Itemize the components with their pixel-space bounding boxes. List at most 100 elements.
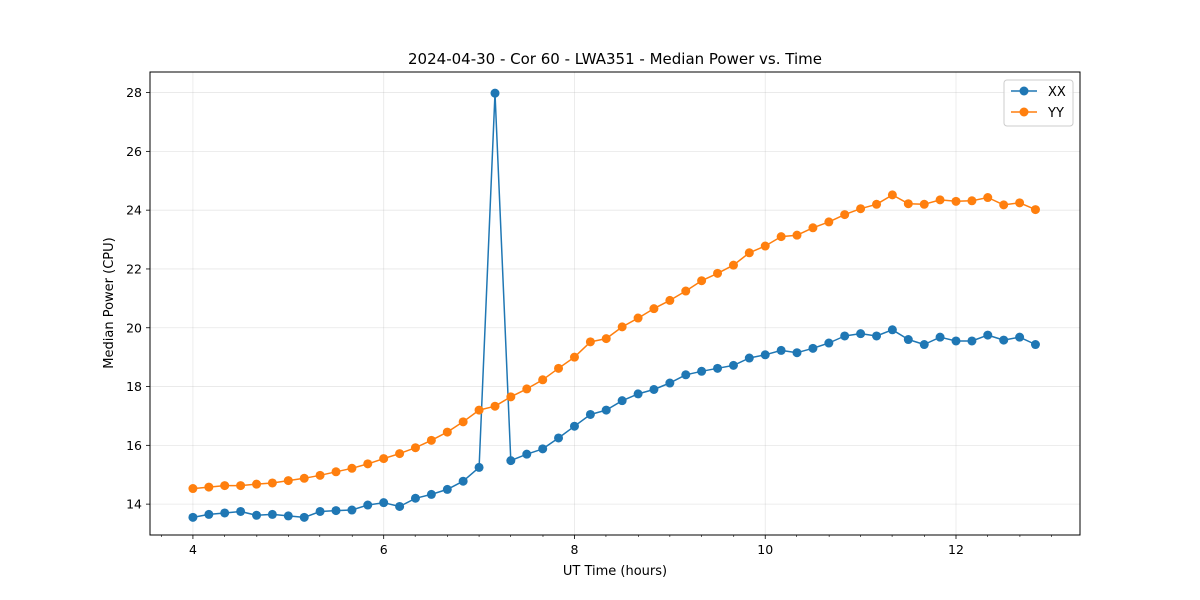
- series-xx: [188, 88, 1040, 522]
- data-point-yy: [490, 401, 500, 411]
- data-point-xx: [919, 340, 929, 350]
- data-point-xx: [267, 509, 277, 519]
- grid-lines: [150, 72, 1080, 535]
- data-point-yy: [617, 322, 627, 332]
- data-point-xx: [522, 449, 532, 459]
- data-point-xx: [713, 363, 723, 373]
- plot-frame: [149, 71, 1081, 536]
- data-point-yy: [220, 481, 230, 491]
- y-tick-label: 14: [126, 497, 142, 512]
- data-point-yy: [315, 470, 325, 480]
- data-point-xx: [490, 88, 500, 98]
- data-point-xx: [967, 336, 977, 346]
- data-point-yy: [601, 334, 611, 344]
- series-yy: [188, 190, 1040, 494]
- y-tick-label: 22: [126, 261, 142, 276]
- data-point-xx: [935, 332, 945, 342]
- data-point-yy: [999, 200, 1009, 210]
- data-point-xx: [410, 493, 420, 503]
- legend-label-xx: XX: [1048, 85, 1066, 100]
- data-point-xx: [315, 506, 325, 516]
- data-point-xx: [633, 389, 643, 399]
- data-point-xx: [283, 511, 293, 521]
- data-point-yy: [887, 190, 897, 200]
- data-point-yy: [951, 196, 961, 206]
- data-point-yy: [410, 443, 420, 453]
- data-point-yy: [760, 241, 770, 251]
- legend-marker-xx: [1019, 86, 1029, 96]
- data-point-yy: [697, 276, 707, 286]
- data-point-xx: [474, 462, 484, 472]
- data-point-xx: [236, 506, 246, 516]
- data-point-yy: [442, 427, 452, 437]
- data-point-xx: [379, 498, 389, 508]
- data-point-xx: [458, 476, 468, 486]
- data-point-yy: [649, 304, 659, 314]
- data-point-yy: [856, 204, 866, 214]
- x-tick-label: 4: [189, 542, 197, 557]
- data-point-xx: [252, 510, 262, 520]
- data-point-xx: [331, 506, 341, 516]
- data-point-xx: [951, 336, 961, 346]
- y-tick-label: 18: [126, 379, 142, 394]
- data-point-xx: [220, 508, 230, 518]
- data-point-yy: [744, 248, 754, 258]
- data-point-yy: [538, 375, 548, 385]
- data-point-xx: [728, 360, 738, 370]
- data-point-xx: [792, 348, 802, 358]
- y-axis-title: Median Power (CPU): [102, 237, 117, 368]
- data-point-yy: [188, 484, 198, 494]
- data-point-xx: [204, 509, 214, 519]
- y-tick-label: 24: [126, 203, 142, 218]
- data-point-yy: [681, 286, 691, 296]
- data-point-xx: [744, 353, 754, 363]
- x-axis-title: UT Time (hours): [563, 564, 667, 579]
- data-point-yy: [283, 476, 293, 486]
- data-point-xx: [347, 505, 357, 515]
- y-tick-label: 28: [126, 85, 142, 100]
- data-point-yy: [935, 195, 945, 205]
- data-point-yy: [252, 479, 262, 489]
- data-point-xx: [872, 331, 882, 341]
- data-point-xx: [426, 489, 436, 499]
- data-point-yy: [554, 363, 564, 373]
- x-tick-label: 10: [757, 542, 773, 557]
- data-point-yy: [808, 223, 818, 233]
- axis-ticks: 4 6 8 10 12 14 16 18 20 22 24 26 28: [126, 85, 1052, 557]
- data-point-yy: [903, 199, 913, 209]
- data-point-xx: [188, 512, 198, 522]
- data-point-yy: [458, 417, 468, 427]
- data-point-yy: [204, 482, 214, 492]
- data-point-yy: [379, 454, 389, 464]
- data-point-yy: [474, 405, 484, 415]
- data-point-yy: [585, 337, 595, 347]
- data-point-xx: [395, 501, 405, 511]
- data-point-xx: [442, 484, 452, 494]
- data-point-xx: [569, 421, 579, 431]
- data-point-yy: [967, 196, 977, 206]
- data-point-xx: [1030, 340, 1040, 350]
- data-point-xx: [824, 338, 834, 348]
- data-point-yy: [347, 463, 357, 473]
- data-point-xx: [776, 345, 786, 355]
- data-point-yy: [331, 467, 341, 477]
- data-point-yy: [506, 392, 516, 402]
- data-point-yy: [728, 260, 738, 270]
- data-point-xx: [903, 335, 913, 345]
- data-point-xx: [506, 456, 516, 466]
- data-point-yy: [919, 199, 929, 209]
- data-point-xx: [601, 405, 611, 415]
- data-point-yy: [1030, 205, 1040, 215]
- data-point-xx: [1015, 332, 1025, 342]
- data-point-yy: [824, 217, 834, 227]
- data-point-yy: [299, 473, 309, 483]
- data-point-yy: [872, 199, 882, 209]
- data-point-xx: [363, 500, 373, 510]
- data-point-yy: [522, 384, 532, 394]
- data-point-yy: [426, 435, 436, 445]
- data-point-yy: [665, 295, 675, 305]
- y-tick-label: 26: [126, 144, 142, 159]
- data-point-xx: [681, 370, 691, 380]
- legend-label-yy: YY: [1047, 106, 1064, 121]
